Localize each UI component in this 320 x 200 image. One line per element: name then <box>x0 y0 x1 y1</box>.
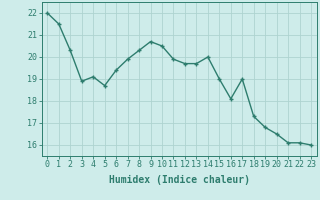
X-axis label: Humidex (Indice chaleur): Humidex (Indice chaleur) <box>109 175 250 185</box>
